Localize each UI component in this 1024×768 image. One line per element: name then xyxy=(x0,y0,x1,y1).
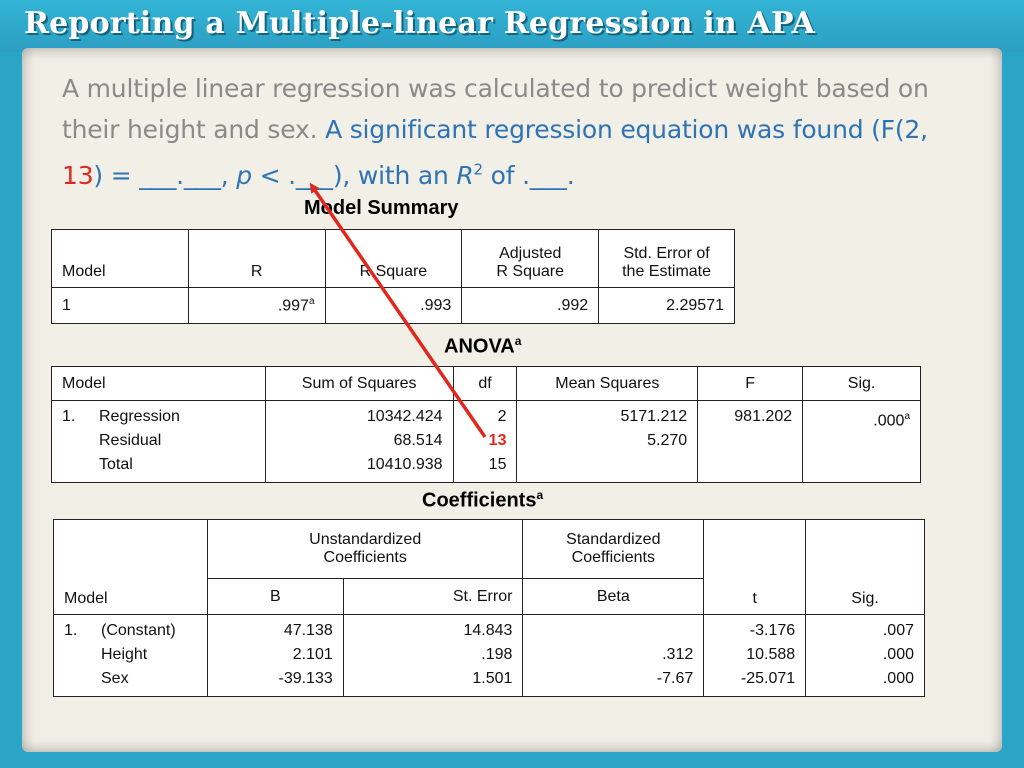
anova-sig-value: .000 xyxy=(873,412,905,430)
paragraph-intro: A multiple linear regression was calcula… xyxy=(62,74,929,144)
anova-model-number: 1. xyxy=(62,408,76,425)
anova-title: ANOVAa xyxy=(444,334,521,359)
col-se-line1: Std. Error of xyxy=(623,245,710,262)
coef-col-beta: Beta xyxy=(522,578,705,615)
anova-table: Model Sum of Squares df Mean Squares F S… xyxy=(51,366,921,483)
coef-b-sex: -39.133 xyxy=(278,670,333,687)
coef-group-unstd-line2: Coefficients xyxy=(323,549,407,566)
coef-sig-cell: .007 .000 .000 xyxy=(805,614,925,697)
coef-se-sex: 1.501 xyxy=(472,670,513,687)
coef-beta-cell: .312 -7.67 xyxy=(522,614,705,697)
col-adj-line1: Adjusted xyxy=(499,245,562,262)
coef-t-cell: -3.176 10.588 -25.071 xyxy=(703,614,807,697)
coef-group-unstd-line1: Unstandardized xyxy=(309,531,422,548)
coef-col-b: B xyxy=(206,578,344,615)
arrow-line xyxy=(309,182,487,438)
coef-model-number: 1. xyxy=(64,622,78,639)
apa-paragraph: A multiple linear regression was calcula… xyxy=(62,68,962,196)
cell-r: .997a xyxy=(187,287,326,324)
anova-ss-residual: 68.514 xyxy=(393,432,443,449)
coef-t-height: 10.588 xyxy=(746,646,796,663)
p-symbol: p xyxy=(236,161,252,191)
cell-adj: .992 xyxy=(461,287,600,324)
anova-f-value: 981.202 xyxy=(734,408,793,425)
coef-sig-sex: .000 xyxy=(882,670,914,687)
anova-df-regression: 2 xyxy=(497,408,507,425)
coef-se-height: .198 xyxy=(481,646,513,663)
anova-label-total: Total xyxy=(99,456,133,473)
coef-beta-sex: -7.67 xyxy=(656,670,694,687)
r-superscript: 2 xyxy=(473,161,484,179)
col-adj-r-square: Adjusted R Square xyxy=(461,229,600,288)
coef-b-height: 2.101 xyxy=(292,646,333,663)
coef-t-constant: -3.176 xyxy=(749,622,796,639)
anova-label-regression: Regression xyxy=(99,408,180,425)
anova-sig-footnote: a xyxy=(904,411,910,422)
coef-group-std-line1: Standardized xyxy=(566,531,661,548)
anova-title-footnote: a xyxy=(514,334,522,348)
paragraph-result: A significant regression equation was fo… xyxy=(62,115,928,190)
coef-t-sex: -25.071 xyxy=(740,670,796,687)
col-std-error: Std. Error of the Estimate xyxy=(598,229,735,288)
anova-sig-cell: .000a xyxy=(802,400,921,483)
anova-ms-regression: 5171.212 xyxy=(620,408,688,425)
slide-title: Reporting a Multiple-linear Regression i… xyxy=(24,6,816,41)
anova-ss-total: 10410.938 xyxy=(366,456,443,473)
anova-ms-residual: 5.270 xyxy=(647,432,688,449)
anova-df-total: 15 xyxy=(488,456,507,473)
coef-model-cell: 1. (Constant) Height Sex xyxy=(53,614,208,697)
coef-group-std-line2: Coefficients xyxy=(571,549,655,566)
coefficients-title: Coefficientsa xyxy=(422,488,543,513)
coef-b-constant: 47.138 xyxy=(283,622,333,639)
anova-title-text: ANOVA xyxy=(444,335,515,358)
anova-ss-regression: 10342.424 xyxy=(366,408,443,425)
col-se-line2: the Estimate xyxy=(622,263,712,280)
anova-df-residual: 13 xyxy=(488,432,507,449)
coefficients-title-text: Coefficients xyxy=(422,489,537,512)
cell-se: 2.29571 xyxy=(598,287,735,324)
anova-model-cell: 1. Regression Residual Total xyxy=(51,400,266,483)
paragraph-result-part3: < .___), with an xyxy=(251,161,457,191)
r-symbol: R xyxy=(456,161,474,191)
coef-col-sig: Sig. xyxy=(805,519,925,615)
anova-col-model: Model xyxy=(51,366,266,401)
coefficients-table: Model Unstandardized Coefficients Standa… xyxy=(53,519,925,697)
coef-se-cell: 14.843 .198 1.501 xyxy=(342,614,524,697)
cell-model: 1 xyxy=(51,287,189,324)
coef-label-constant: (Constant) xyxy=(101,622,176,639)
anova-ms-cell: 5171.212 5.270 xyxy=(516,400,699,483)
coef-col-model: Model xyxy=(53,519,208,615)
coef-sig-constant: .007 xyxy=(882,622,914,639)
anova-ss-cell: 10342.424 68.514 10410.938 xyxy=(264,400,454,483)
paragraph-result-part1: A significant regression equation was fo… xyxy=(325,115,928,144)
coef-group-standardized: Standardized Coefficients xyxy=(522,519,705,579)
coef-label-height: Height xyxy=(101,646,148,663)
anova-f-cell: 981.202 xyxy=(697,400,804,483)
coef-beta-height: .312 xyxy=(662,646,694,663)
anova-df-cell: 2 13 15 xyxy=(452,400,518,483)
coef-group-unstandardized: Unstandardized Coefficients xyxy=(206,519,524,579)
paragraph-result-part4: of .___. xyxy=(482,161,575,191)
model-summary-title: Model Summary xyxy=(304,197,459,219)
paragraph-result-part2: ) = ___.___, xyxy=(93,161,237,191)
coefficients-title-footnote: a xyxy=(536,488,544,502)
cell-r-value: .997 xyxy=(277,297,309,315)
coef-b-cell: 47.138 2.101 -39.133 xyxy=(206,614,344,697)
cell-r-footnote: a xyxy=(308,295,315,307)
coef-se-constant: 14.843 xyxy=(463,622,513,639)
coef-col-t: t xyxy=(703,519,807,615)
coef-col-se: St. Error xyxy=(342,578,524,615)
coef-label-sex: Sex xyxy=(101,670,129,687)
col-adj-line2: R Square xyxy=(496,263,565,280)
anova-col-ss: Sum of Squares xyxy=(264,366,454,401)
coef-sig-height: .000 xyxy=(882,646,914,663)
highlighted-df: 13 xyxy=(62,161,94,191)
title-bar xyxy=(0,0,1024,52)
anova-label-residual: Residual xyxy=(99,432,162,449)
